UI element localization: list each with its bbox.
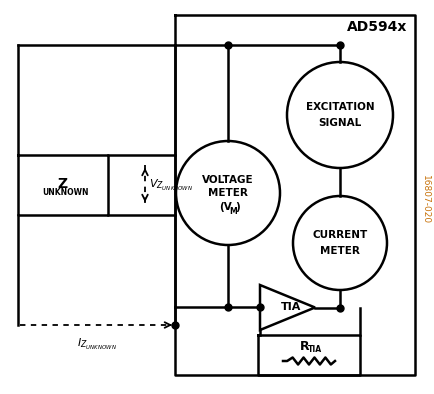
Text: SIGNAL: SIGNAL	[318, 118, 361, 128]
Text: UNKNOWN: UNKNOWN	[43, 188, 89, 197]
Text: CURRENT: CURRENT	[312, 230, 367, 240]
Text: $\mathregular{R}$: $\mathregular{R}$	[299, 340, 310, 353]
Text: METER: METER	[207, 188, 247, 198]
Text: EXCITATION: EXCITATION	[305, 102, 373, 112]
Text: TIA: TIA	[281, 303, 301, 312]
Text: $I_{Z_{UNKNOWN}}$: $I_{Z_{UNKNOWN}}$	[76, 337, 116, 352]
Text: 16807-020: 16807-020	[420, 175, 428, 225]
Text: VOLTAGE: VOLTAGE	[202, 175, 253, 185]
Text: $\mathregular{Z}$: $\mathregular{Z}$	[57, 177, 69, 191]
Text: TIA: TIA	[307, 346, 321, 355]
Text: ): )	[234, 202, 239, 212]
Text: METER: METER	[319, 246, 359, 256]
Text: $V_{Z_{UNKNOWN}}$: $V_{Z_{UNKNOWN}}$	[149, 177, 193, 193]
Text: AD594x: AD594x	[346, 20, 406, 34]
Text: (V: (V	[218, 202, 231, 212]
Text: M: M	[228, 206, 236, 216]
